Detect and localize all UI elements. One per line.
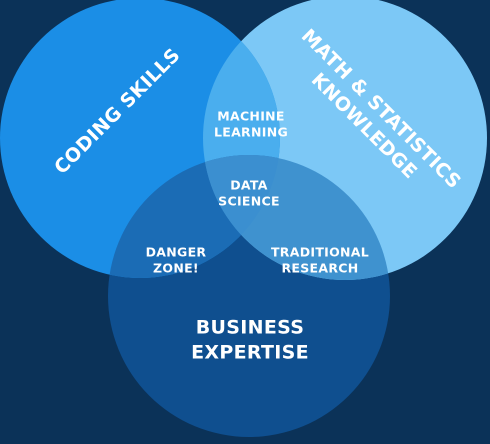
danger-zone-line-1: DANGER	[145, 244, 207, 260]
danger-zone-region	[108, 155, 280, 278]
data-science-line-2: SCIENCE	[218, 193, 280, 208]
data-science-label: DATA SCIENCE	[218, 177, 280, 208]
traditional-research-region	[203, 155, 390, 280]
danger-zone-label: DANGER ZONE!	[146, 244, 207, 275]
traditional-research-line-2: RESEARCH	[281, 260, 359, 275]
traditional-research-line-1: TRADITIONAL	[270, 244, 370, 260]
traditional-research-label: TRADITIONAL RESEARCH	[271, 244, 369, 275]
machine-learning-line-1: MACHINE	[217, 108, 285, 124]
business-expertise-label: BUSINESS EXPERTISE	[191, 315, 309, 364]
machine-learning-label: MACHINE LEARNING	[214, 108, 288, 139]
business-expertise-line-2: EXPERTISE	[191, 341, 309, 363]
business-expertise-line-1: BUSINESS	[195, 316, 305, 339]
machine-learning-line-2: LEARNING	[213, 124, 289, 139]
data-science-line-1: DATA	[230, 177, 268, 193]
danger-zone-line-2: ZONE!	[153, 260, 199, 275]
